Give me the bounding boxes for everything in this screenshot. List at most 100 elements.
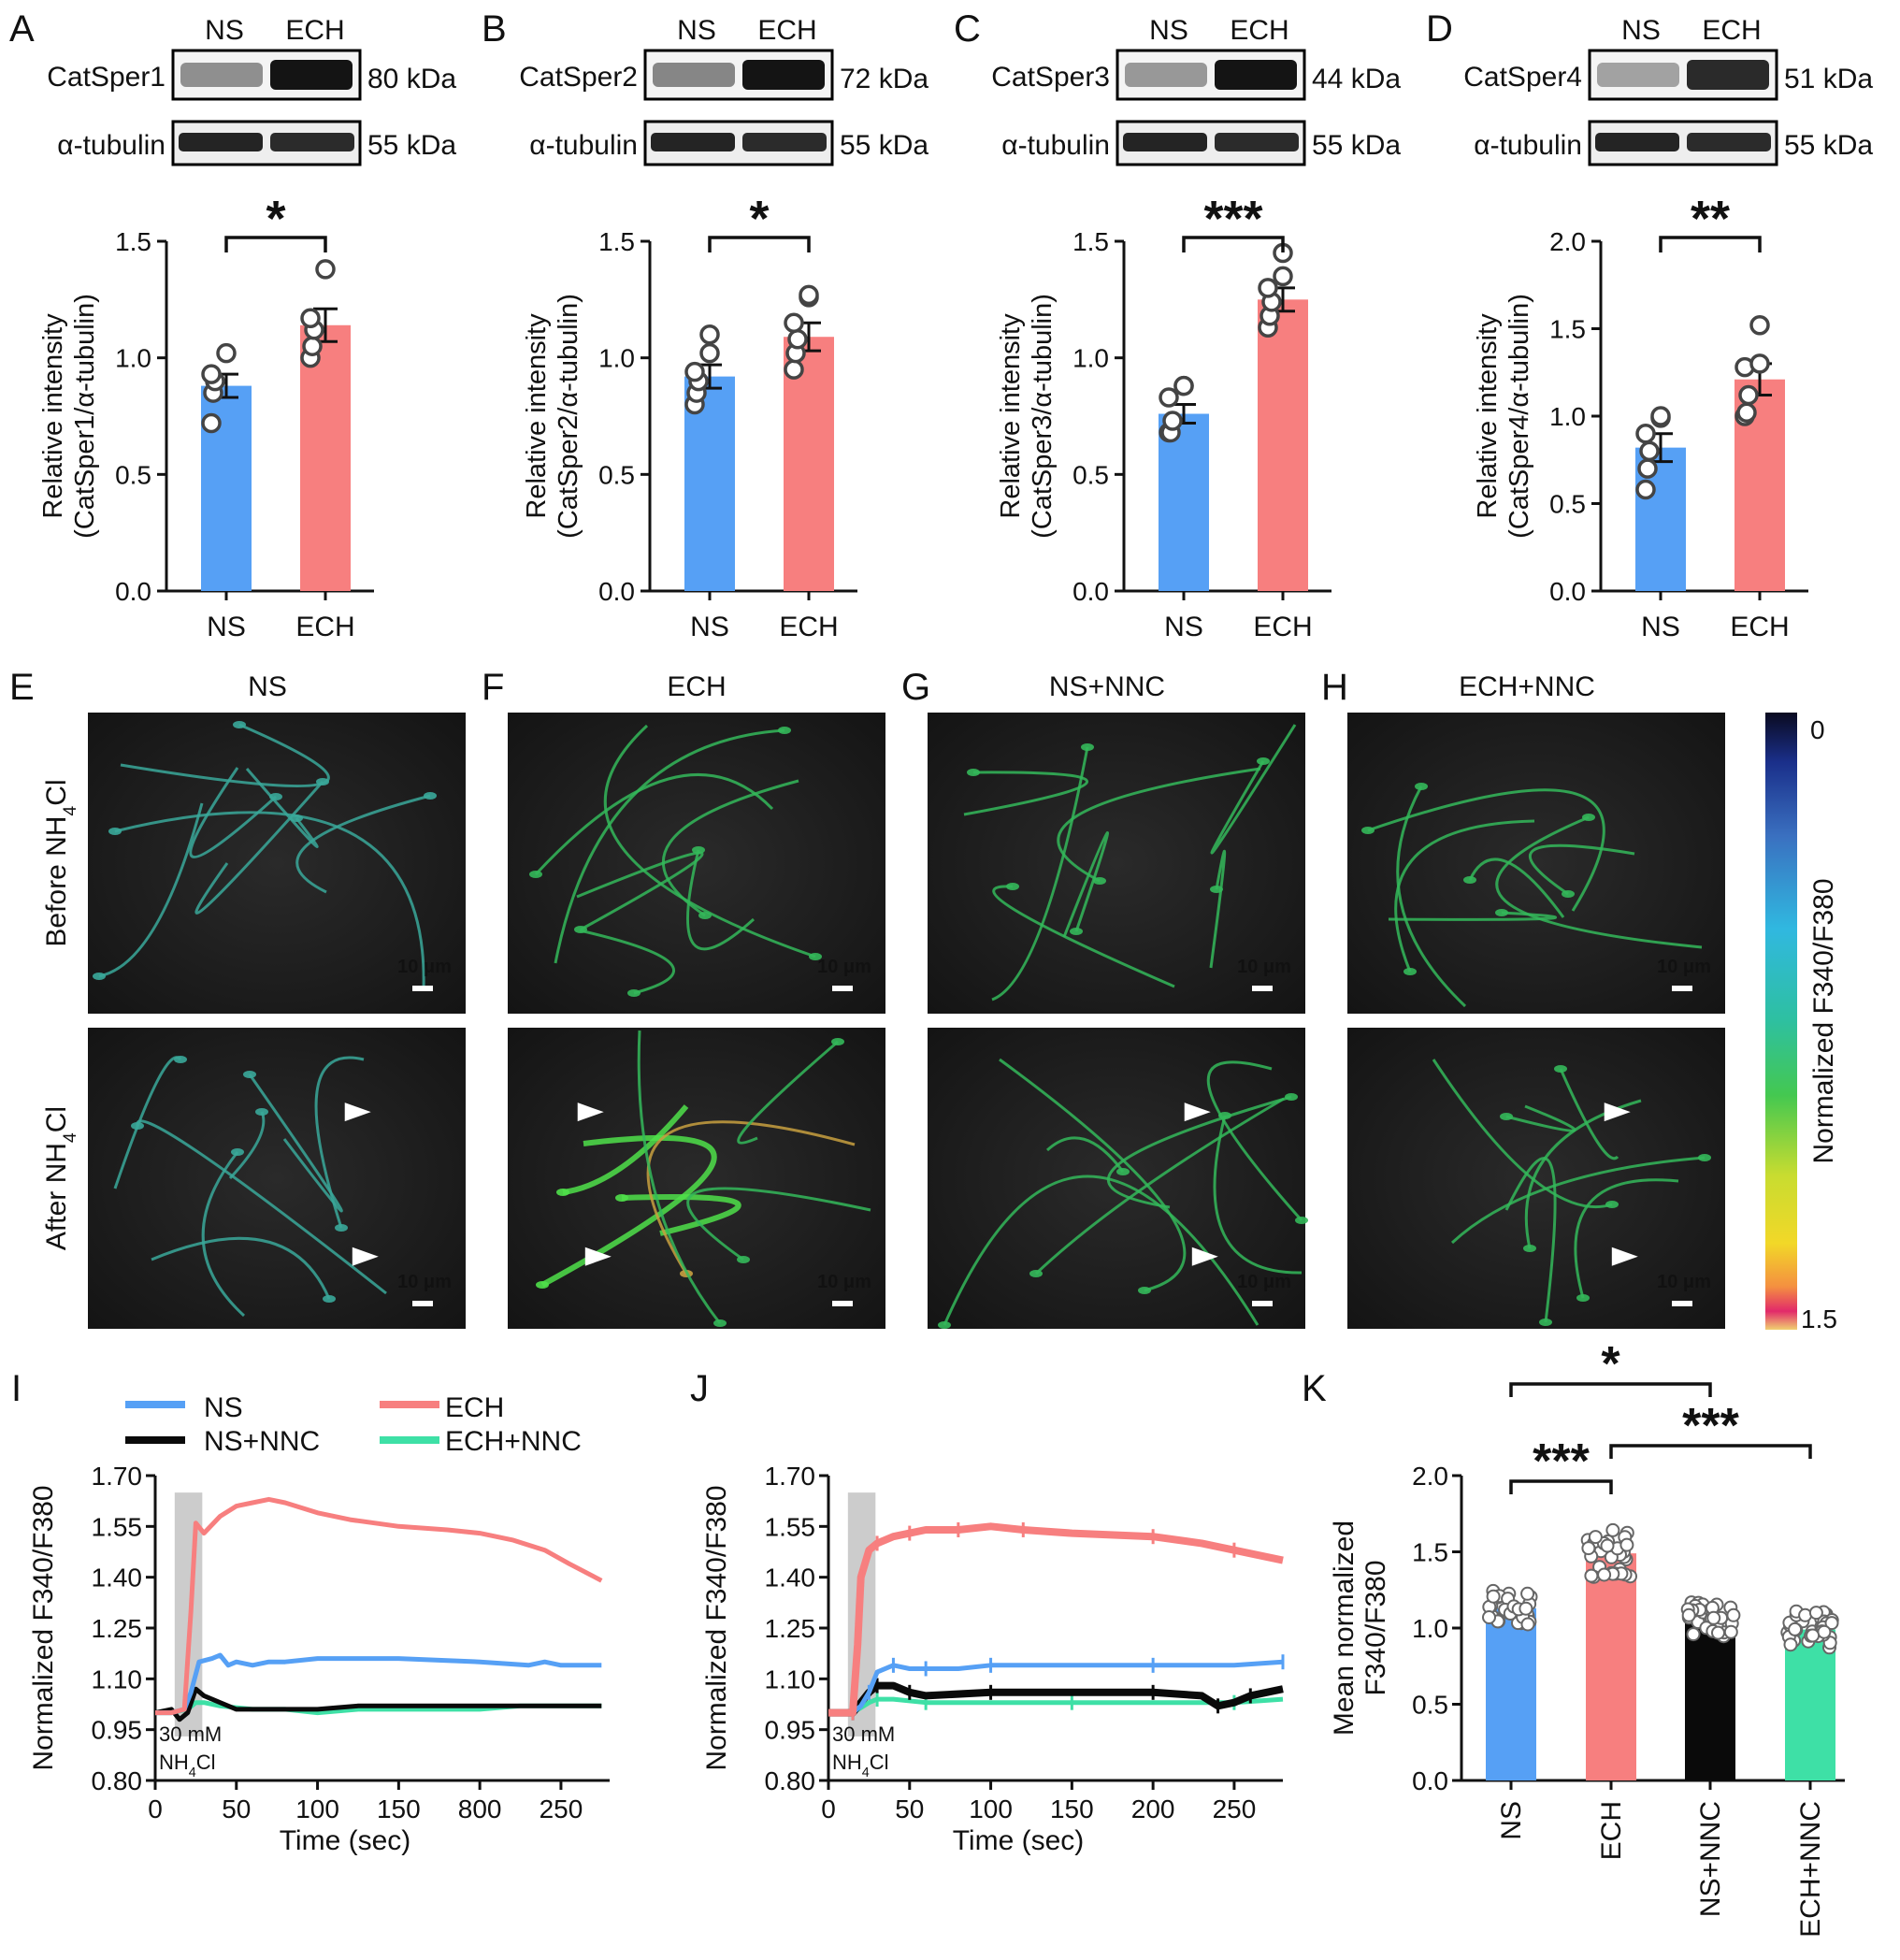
lane-label: ECH <box>1230 15 1288 46</box>
line-charts-i-j: I 0.80 0.95 1.10 1.25 1.40 1.55 1.70 0 50 100 150 80… <box>11 1368 1285 1856</box>
group-title: NS <box>248 671 287 702</box>
y-tick-label: 1.0 <box>115 344 151 373</box>
x-tick-label: ECH <box>779 612 838 642</box>
y-tick-label: 2.0 <box>1549 227 1586 256</box>
x-tick-label: NS+NNC <box>1695 1801 1726 1917</box>
image-before: 10 μm <box>508 713 885 1014</box>
blot-band <box>1687 133 1771 151</box>
sperm-tail <box>562 1104 689 1195</box>
image-background <box>508 1028 885 1329</box>
sperm-tail <box>991 746 1089 1002</box>
data-point <box>1806 1628 1821 1643</box>
y-tick-label: 0.95 <box>92 1716 143 1745</box>
sperm-head <box>233 721 246 728</box>
sperm-head <box>1029 1270 1043 1277</box>
sperm-tail <box>603 724 816 958</box>
sperm-tail <box>1432 1059 1613 1209</box>
data-point <box>1635 423 1656 444</box>
lane-label: NS <box>677 15 716 46</box>
bar-ns <box>1159 413 1209 591</box>
y-tick-label: 1.10 <box>92 1665 143 1693</box>
image-background <box>88 713 466 1014</box>
scale-bar <box>412 986 433 991</box>
sperm-head <box>335 1224 348 1232</box>
y-axis-label: (CatSper4/α-tubulin) <box>1504 294 1534 539</box>
scale-bar <box>412 1301 433 1306</box>
y-tick-label: 1.55 <box>92 1512 143 1541</box>
x-tick-label: 150 <box>1050 1794 1094 1823</box>
sperm-head <box>323 1295 336 1303</box>
sperm-tail <box>1388 911 1558 921</box>
significance-bracket <box>708 236 811 252</box>
protein-label: CatSper4 <box>1463 62 1582 93</box>
sperm-head <box>1403 968 1417 975</box>
sperm-tail <box>963 771 1088 816</box>
sperm-head <box>778 727 791 734</box>
scale-bar-label: 10 μm <box>1657 957 1711 977</box>
scale-bar-label: 10 μm <box>397 1272 452 1292</box>
blot-band <box>1597 63 1679 87</box>
data-point <box>1749 353 1770 374</box>
image-after: 10 μm <box>88 1028 466 1329</box>
sperm-head <box>1415 783 1428 790</box>
sperm-tail <box>1574 1178 1679 1299</box>
data-point <box>1635 479 1656 500</box>
data-point <box>1637 458 1658 479</box>
arrowhead-marker <box>584 1247 612 1266</box>
data-point <box>1650 406 1671 426</box>
sperm-head <box>231 1148 244 1156</box>
y-tick-label: 0.5 <box>598 460 635 489</box>
data-point <box>1273 266 1293 287</box>
image-after: 10 μm <box>1347 1028 1725 1329</box>
x-axis-label: Time (sec) <box>280 1825 411 1856</box>
blot-band <box>651 133 735 151</box>
x-tick-label: 0 <box>821 1794 836 1823</box>
arrowhead-marker <box>1184 1102 1211 1122</box>
y-tick-label: 1.5 <box>1412 1538 1448 1567</box>
data-point <box>315 259 336 280</box>
y-axis-label: Relative intensity <box>1473 313 1503 519</box>
blot-panel-d: D NS ECH CatSper4 51 kDa α-tubulin 55 kDa <box>1426 8 1873 166</box>
image-after: 10 μm <box>928 1028 1308 1329</box>
sperm-tail <box>637 1030 722 1324</box>
data-point <box>1824 1616 1839 1631</box>
data-point <box>684 361 705 382</box>
bar-ns <box>1486 1607 1536 1780</box>
bar-ech <box>300 324 351 591</box>
x-tick-label: 150 <box>377 1794 421 1823</box>
sperm-tail <box>1396 785 1467 1008</box>
y-tick-label: 1.10 <box>765 1665 816 1693</box>
panel-letter: A <box>9 8 35 50</box>
panel-letter: K <box>1302 1368 1327 1409</box>
significance-label: * <box>749 191 769 247</box>
data-point <box>1706 1610 1721 1625</box>
x-tick-label: NS <box>690 612 729 642</box>
blot-band <box>742 60 825 90</box>
sperm-tail <box>1045 1136 1125 1173</box>
sperm-tail <box>534 772 774 876</box>
data-point <box>1738 384 1759 406</box>
sperm-tail <box>646 1120 856 1275</box>
significance-bracket <box>1182 236 1285 252</box>
significance-bracket <box>1609 1444 1812 1459</box>
data-point <box>1686 1627 1701 1642</box>
sperm-tail <box>686 1187 871 1261</box>
y-tick-label: 1.0 <box>598 344 635 373</box>
x-tick-label: 200 <box>1131 1794 1175 1823</box>
sperm-head <box>1605 1201 1619 1208</box>
sperm-head <box>1539 1319 1552 1326</box>
series-line-ech <box>155 1496 603 1716</box>
annotation-line: NH4Cl <box>159 1751 216 1780</box>
bar-chart-d: 0.0 0.5 1.0 1.5 2.0 Relative intensity (CatSpe… <box>1473 191 1808 642</box>
y-tick-label: 0.80 <box>765 1766 816 1795</box>
sperm-head <box>1006 883 1019 890</box>
significance-bracket <box>224 236 327 252</box>
annotation-line: 30 mM <box>832 1722 895 1746</box>
group-title: NS+NNC <box>1049 671 1165 702</box>
sperm-head <box>1554 1065 1567 1073</box>
data-point <box>1482 1610 1496 1624</box>
sperm-head <box>1295 1217 1308 1224</box>
imaging-panel-e: E NS 10 μm 10 μm <box>9 667 466 1329</box>
y-tick-label: 0.0 <box>1412 1766 1448 1795</box>
sperm-tail <box>1057 767 1261 883</box>
